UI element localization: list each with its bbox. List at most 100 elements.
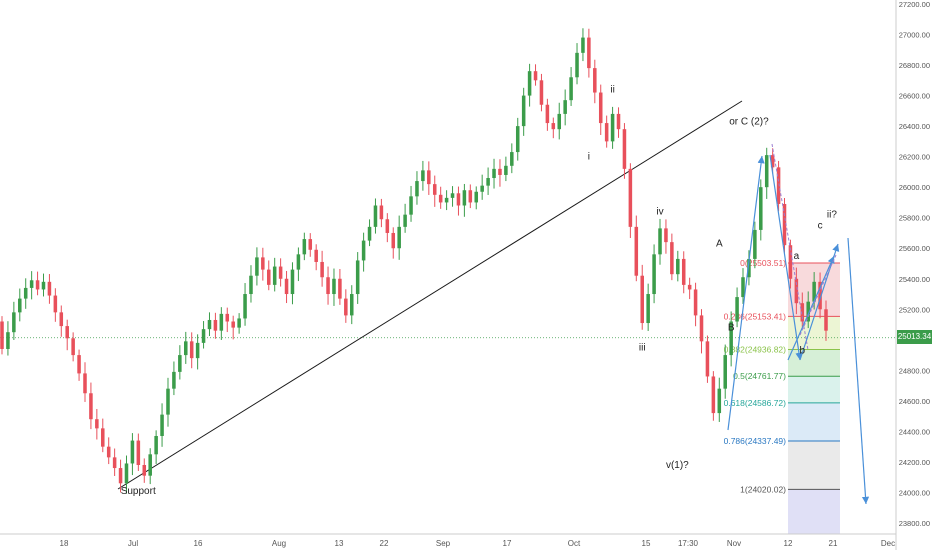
price-tick-label: 26600.00 xyxy=(899,92,930,101)
candle-body xyxy=(367,226,372,241)
time-tick-label: Aug xyxy=(272,539,286,548)
price-tick-label: 23800.00 xyxy=(899,519,930,528)
candle-body xyxy=(717,388,722,414)
time-tick-label: 17 xyxy=(503,539,512,548)
price-tick-label: 25200.00 xyxy=(899,305,930,314)
current-price-label: 25013.34 xyxy=(897,330,932,344)
candle-body xyxy=(450,193,455,198)
candle-body xyxy=(575,52,579,78)
candle-body xyxy=(314,249,318,262)
candle-body xyxy=(747,258,751,278)
candle-body xyxy=(788,245,793,279)
candle-body xyxy=(385,219,390,233)
candle-body xyxy=(515,126,520,153)
candle-body xyxy=(492,168,496,179)
candle-body xyxy=(622,129,627,169)
candle-body xyxy=(106,446,111,458)
fib-level-label-0.5: 0.5(24761.77) xyxy=(733,371,786,381)
candle-body xyxy=(178,355,182,372)
candle-body xyxy=(272,266,277,285)
wave-label: b xyxy=(800,346,806,357)
price-tick-label: 24200.00 xyxy=(899,458,930,467)
price-tick-label: 27000.00 xyxy=(899,31,930,40)
candle-body xyxy=(201,329,206,343)
candle-body xyxy=(136,440,141,465)
candle-body xyxy=(12,312,16,333)
wave-label: i xyxy=(588,152,590,163)
candle-body xyxy=(806,301,810,322)
time-tick-label: Jul xyxy=(128,539,138,548)
fib-zone-0.236 xyxy=(788,316,840,350)
candle-body xyxy=(349,294,354,316)
wave-label: iv xyxy=(656,207,663,218)
candle-body xyxy=(219,313,224,331)
price-tick-label: 25600.00 xyxy=(899,244,930,253)
wave-label: v(1)? xyxy=(666,460,689,471)
candle-body xyxy=(735,297,739,322)
candle-body xyxy=(610,113,615,142)
candle-body xyxy=(693,289,698,316)
candle-body xyxy=(397,226,401,249)
candle-body xyxy=(89,393,93,420)
time-axis[interactable]: 18 Jul 16 Aug 13 22 Sep 17 Oct 15 17:30 Nov 12 21 Dec xyxy=(0,533,896,548)
time-tick-label: 18 xyxy=(60,539,69,548)
candle-body xyxy=(628,168,633,227)
candle-body xyxy=(800,303,805,322)
candle-body xyxy=(154,435,158,455)
candle-body xyxy=(338,278,342,299)
fib-level-label-0.618: 0.618(24586.72) xyxy=(724,398,787,408)
candle-body xyxy=(812,281,816,302)
candle-body xyxy=(444,197,449,203)
wave-label: ii xyxy=(610,85,614,96)
time-tick-label: 21 xyxy=(829,539,838,548)
candle-body xyxy=(681,258,686,285)
candle-body xyxy=(759,187,763,230)
candle-body xyxy=(35,280,40,290)
candle-body xyxy=(189,341,194,359)
candle-body xyxy=(403,214,407,227)
candle-body xyxy=(770,155,775,168)
candle-body xyxy=(409,196,413,215)
candle-body xyxy=(278,266,283,279)
candle-body xyxy=(753,229,757,259)
candle-body xyxy=(95,419,99,429)
price-tick-label: 26400.00 xyxy=(899,122,930,131)
candle-body xyxy=(545,104,550,124)
candle-body xyxy=(373,205,378,227)
candle-body xyxy=(634,226,639,276)
fibonacci-retracement: 0(25503.51) 0.236(25153.41) 0.382(24936.82… xyxy=(724,258,840,534)
time-tick-label: 22 xyxy=(380,539,389,548)
candle-body xyxy=(6,332,10,349)
wave-label: ii? xyxy=(827,210,837,221)
candle-body xyxy=(539,80,544,105)
candle-body xyxy=(142,464,147,476)
candle-body xyxy=(243,294,247,319)
candle-body xyxy=(699,315,704,342)
candle-body xyxy=(504,165,508,175)
candle-body xyxy=(71,338,75,356)
fib-level-label-0.382: 0.382(24936.82) xyxy=(724,344,787,354)
candle-body xyxy=(664,228,668,243)
time-tick-label: 17:30 xyxy=(678,539,699,548)
candle-body xyxy=(23,287,28,299)
candle-body xyxy=(474,191,479,203)
candle-body xyxy=(723,355,727,389)
candle-body xyxy=(486,178,490,186)
candle-body xyxy=(59,312,64,327)
fib-level-label-1: 1(24020.02) xyxy=(740,484,786,494)
candle-body xyxy=(249,275,253,295)
wave-label: iii xyxy=(639,343,646,354)
fib-zone-0.382 xyxy=(788,349,840,377)
price-axis[interactable]: 23800.00 24000.00 24200.00 24400.00 24600.00… xyxy=(895,0,930,550)
candle-body xyxy=(527,71,532,96)
candle-body xyxy=(640,275,644,324)
candle-body xyxy=(593,68,597,93)
candle-body xyxy=(29,280,34,288)
candle-body xyxy=(480,185,484,192)
candle-body xyxy=(427,170,431,185)
candle-body xyxy=(818,281,822,310)
candle-body xyxy=(676,258,680,275)
